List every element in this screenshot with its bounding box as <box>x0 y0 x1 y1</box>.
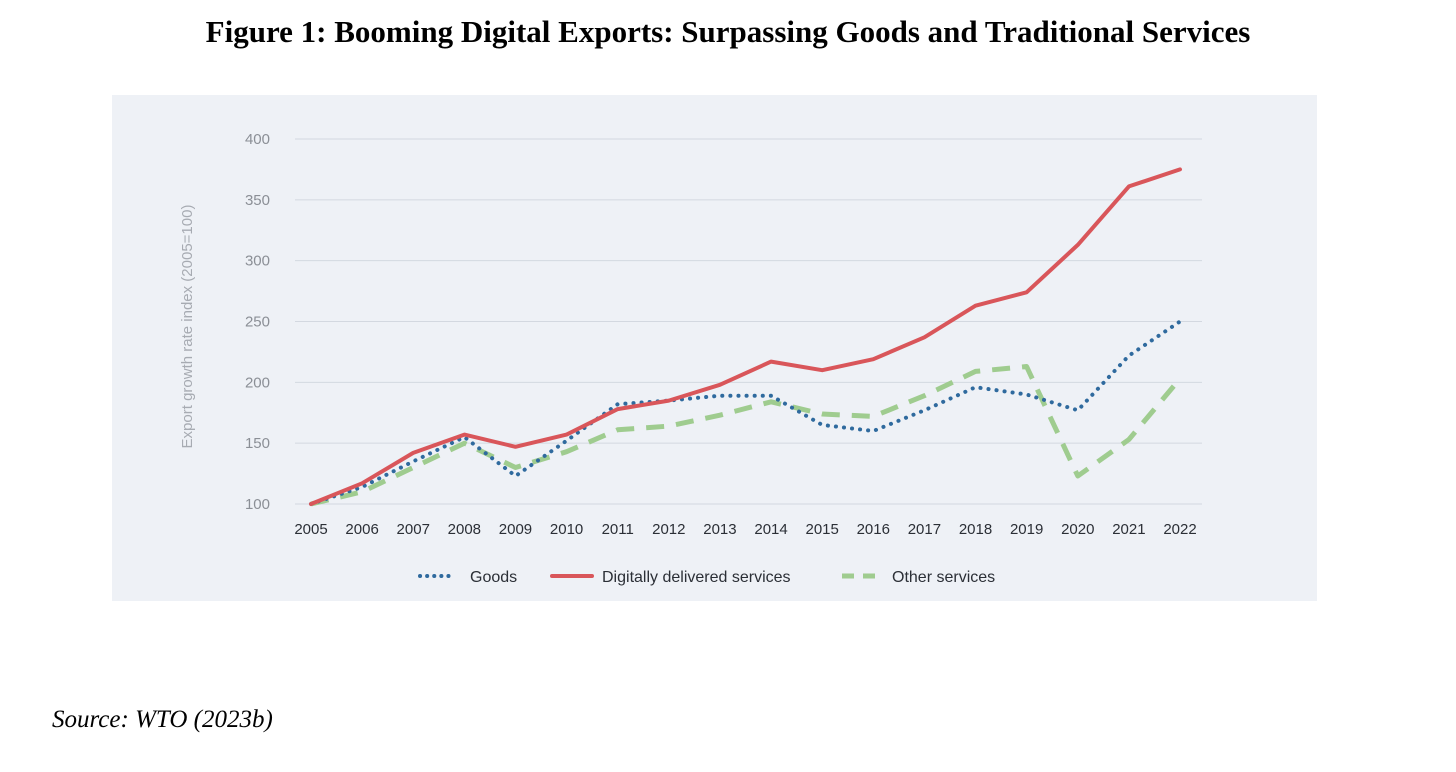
x-tick-label: 2020 <box>1061 521 1094 538</box>
y-tick-label: 300 <box>245 253 270 270</box>
x-tick-label: 2017 <box>908 521 941 538</box>
chart-panel: 100 150 200 250 300 350 400 2005 2006 2007 2008 20… <box>112 95 1317 601</box>
legend: Goods Digitally delivered services Other s… <box>418 569 995 586</box>
x-tick-label: 2005 <box>294 521 327 538</box>
x-tick-label: 2014 <box>754 521 787 538</box>
x-tick-label: 2006 <box>345 521 378 538</box>
legend-label-digitally-delivered-services: Digitally delivered services <box>602 569 791 586</box>
y-tick-label: 100 <box>245 496 270 513</box>
y-axis-label: Export growth rate index (2005=100) <box>179 205 196 449</box>
x-axis-ticks: 2005 2006 2007 2008 2009 2010 2011 2012 2013 2014… <box>294 521 1196 538</box>
source-note: Source: WTO (2023b) <box>52 706 273 733</box>
x-tick-label: 2016 <box>857 521 890 538</box>
x-tick-label: 2015 <box>805 521 838 538</box>
x-tick-label: 2012 <box>652 521 685 538</box>
series-line-digitally-delivered-services <box>309 167 1182 506</box>
series-line-goods <box>309 319 1182 506</box>
x-tick-label: 2010 <box>550 521 583 538</box>
y-tick-label: 250 <box>245 314 270 331</box>
y-tick-label: 400 <box>245 131 270 148</box>
x-tick-label: 2007 <box>397 521 430 538</box>
x-tick-label: 2008 <box>448 521 481 538</box>
figure-title: Figure 1: Booming Digital Exports: Surpa… <box>205 14 1251 49</box>
series-lines <box>309 167 1182 507</box>
y-tick-label: 200 <box>245 374 270 391</box>
legend-label-goods: Goods <box>470 569 517 586</box>
x-tick-label: 2011 <box>602 521 634 538</box>
x-tick-label: 2021 <box>1112 521 1145 538</box>
x-tick-label: 2013 <box>703 521 736 538</box>
x-tick-label: 2009 <box>499 521 532 538</box>
x-tick-label: 2018 <box>959 521 992 538</box>
y-axis-ticks: 100 150 200 250 300 350 400 <box>245 131 270 513</box>
y-tick-label: 150 <box>245 435 270 452</box>
x-tick-label: 2022 <box>1163 521 1196 538</box>
series-line-other-services <box>310 364 1182 507</box>
x-tick-label: 2019 <box>1010 521 1043 538</box>
legend-label-other-services: Other services <box>892 569 995 586</box>
y-tick-label: 350 <box>245 192 270 209</box>
